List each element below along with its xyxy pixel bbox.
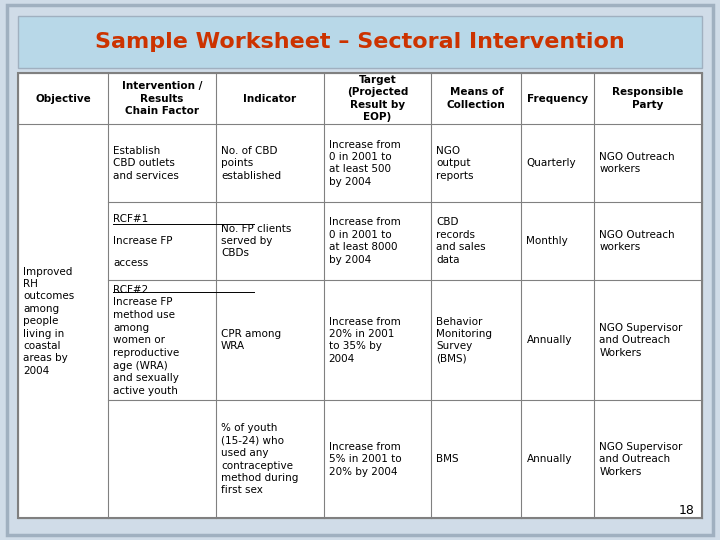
Text: CPR among
WRA: CPR among WRA <box>221 329 281 352</box>
Text: access: access <box>113 258 148 268</box>
Text: NGO Outreach
workers: NGO Outreach workers <box>600 152 675 174</box>
Text: Increase from
0 in 2001 to
at least 8000
by 2004: Increase from 0 in 2001 to at least 8000… <box>328 218 400 265</box>
Text: Increase FP: Increase FP <box>113 236 173 246</box>
Text: and sexually: and sexually <box>113 373 179 383</box>
Text: Annually: Annually <box>526 335 572 345</box>
Text: Increase from
20% in 2001
to 35% by
2004: Increase from 20% in 2001 to 35% by 2004 <box>328 316 400 364</box>
Text: NGO Supervisor
and Outreach
Workers: NGO Supervisor and Outreach Workers <box>600 323 683 357</box>
Text: RCF#2: RCF#2 <box>113 285 148 294</box>
Text: Means of
Collection: Means of Collection <box>447 87 505 110</box>
Text: among: among <box>113 322 150 333</box>
Text: Indicator: Indicator <box>243 93 297 104</box>
Text: Establish
CBD outlets
and services: Establish CBD outlets and services <box>113 146 179 180</box>
Text: Behavior
Monitoring
Survey
(BMS): Behavior Monitoring Survey (BMS) <box>436 316 492 364</box>
Text: Increase from
0 in 2001 to
at least 500
by 2004: Increase from 0 in 2001 to at least 500 … <box>328 139 400 187</box>
Text: No. FP clients
served by
CBDs: No. FP clients served by CBDs <box>221 224 292 259</box>
FancyBboxPatch shape <box>18 16 702 68</box>
Text: Target
(Projected
Result by
EOP): Target (Projected Result by EOP) <box>346 75 408 122</box>
Text: Annually: Annually <box>526 454 572 464</box>
Text: Increase FP: Increase FP <box>113 297 173 307</box>
FancyBboxPatch shape <box>18 73 702 518</box>
Text: method use: method use <box>113 310 175 320</box>
Text: Intervention /
Results
Chain Factor: Intervention / Results Chain Factor <box>122 81 202 116</box>
Text: active youth: active youth <box>113 386 178 396</box>
Text: Increase from
5% in 2001 to
20% by 2004: Increase from 5% in 2001 to 20% by 2004 <box>328 442 401 477</box>
Text: Responsible
Party: Responsible Party <box>613 87 684 110</box>
Text: Objective: Objective <box>35 93 91 104</box>
Text: age (WRA): age (WRA) <box>113 361 168 370</box>
Text: CBD
records
and sales
data: CBD records and sales data <box>436 218 486 265</box>
Text: reproductive: reproductive <box>113 348 179 358</box>
Text: women or: women or <box>113 335 166 345</box>
Text: Frequency: Frequency <box>527 93 588 104</box>
Text: NGO Outreach
workers: NGO Outreach workers <box>600 230 675 252</box>
Text: NGO
output
reports: NGO output reports <box>436 146 474 180</box>
Text: NGO Supervisor
and Outreach
Workers: NGO Supervisor and Outreach Workers <box>600 442 683 477</box>
Text: Quarterly: Quarterly <box>526 158 576 168</box>
Text: No. of CBD
points
established: No. of CBD points established <box>221 146 281 180</box>
Text: 18: 18 <box>679 504 695 517</box>
Text: RCF#1: RCF#1 <box>113 214 148 224</box>
Text: Monthly: Monthly <box>526 236 568 246</box>
Text: % of youth
(15-24) who
used any
contraceptive
method during
first sex: % of youth (15-24) who used any contrace… <box>221 423 298 495</box>
Text: Improved
RH
outcomes
among
people
living in
coastal
areas by
2004: Improved RH outcomes among people living… <box>23 267 74 376</box>
Text: BMS: BMS <box>436 454 459 464</box>
FancyBboxPatch shape <box>7 5 713 535</box>
Text: Sample Worksheet – Sectoral Intervention: Sample Worksheet – Sectoral Intervention <box>95 32 625 52</box>
